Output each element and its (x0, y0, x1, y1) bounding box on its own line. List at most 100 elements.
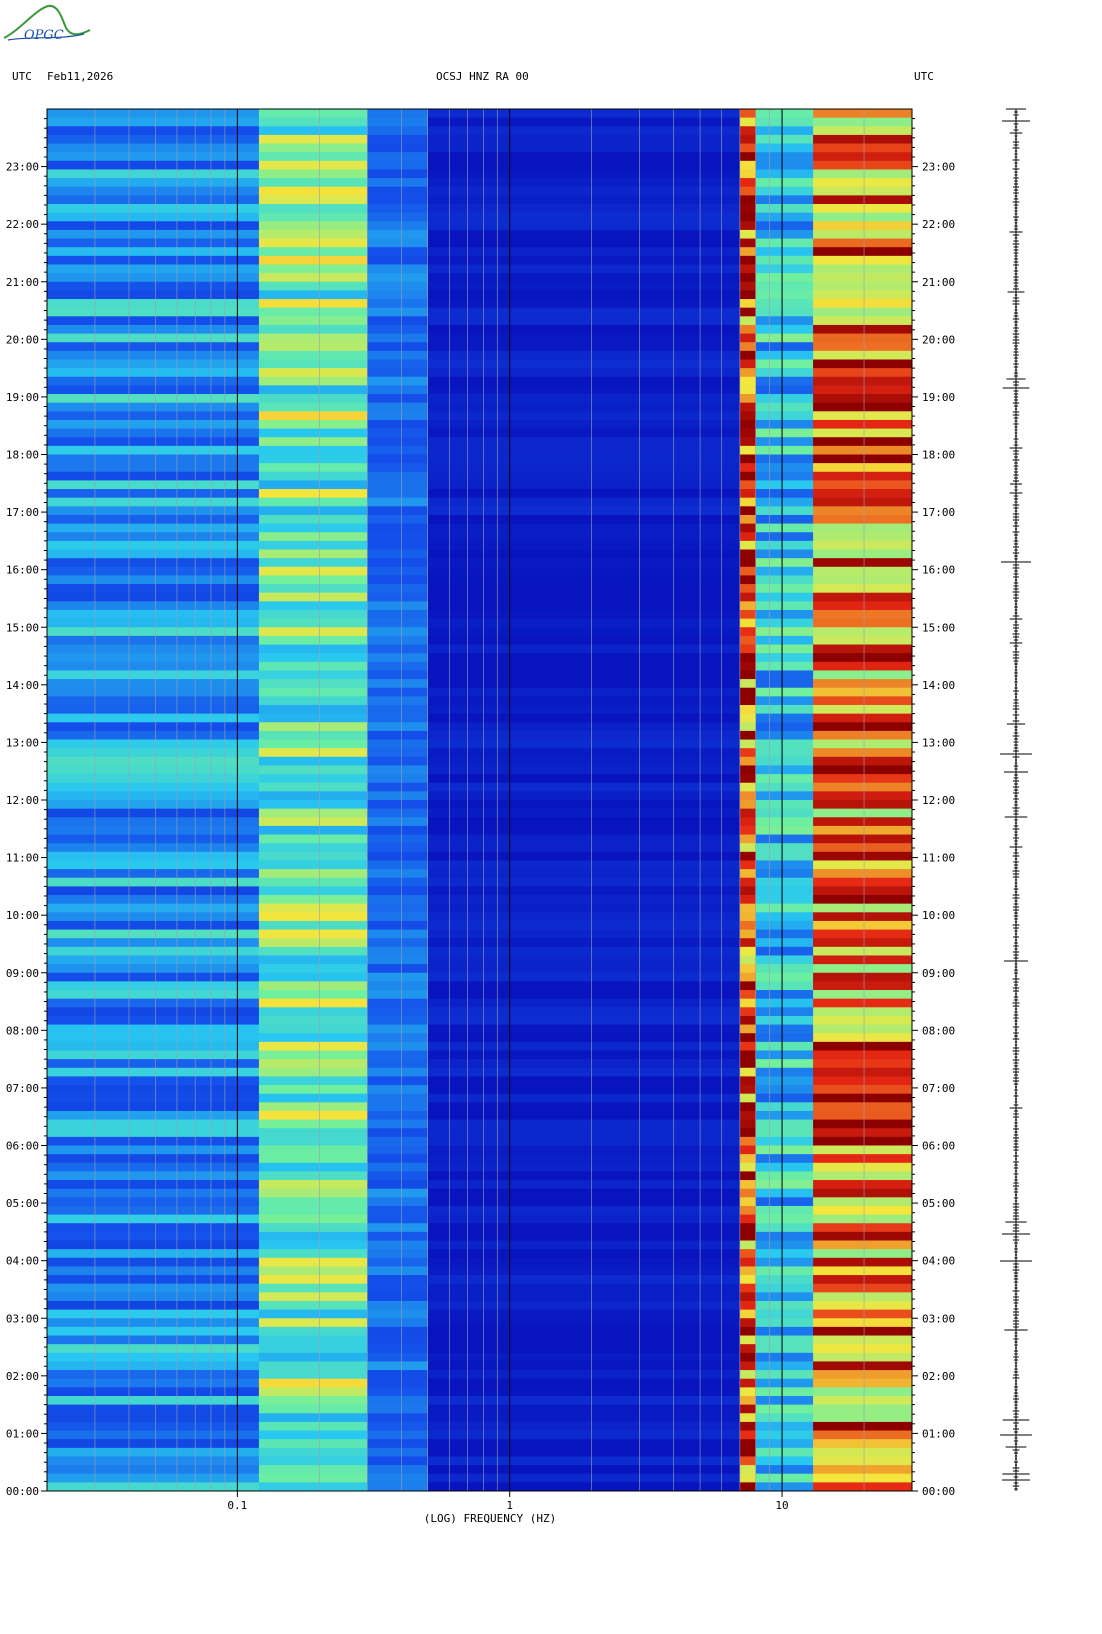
spectrogram-cell (739, 134, 757, 145)
spectrogram-cell (739, 998, 757, 1008)
spectrogram-cell (258, 1335, 368, 1345)
spectrogram-cell (739, 1266, 757, 1276)
spectrogram-cell (367, 428, 429, 438)
spectrogram-cell (258, 523, 368, 533)
spectrogram-cell (739, 307, 757, 317)
spectrogram-cell (367, 895, 429, 905)
spectrogram-cell (813, 1309, 912, 1319)
spectrogram-cell (258, 255, 368, 265)
spectrogram-cell (427, 774, 741, 784)
spectrogram-cell (258, 117, 368, 127)
spectrogram-cell (755, 800, 814, 810)
spectrogram-cell (813, 1223, 912, 1233)
spectrogram-cell (427, 558, 741, 568)
spectrogram-cell (739, 333, 757, 343)
spectrogram-cell (427, 566, 741, 576)
spectrogram-cell (367, 1145, 429, 1155)
spectrogram-cell (367, 126, 429, 136)
spectrogram-cell (258, 1007, 368, 1017)
spectrogram-cell (258, 1249, 368, 1259)
spectrogram-cell (813, 1465, 912, 1475)
spectrogram-cell (47, 895, 260, 905)
logo-swoosh (3, 4, 91, 39)
spectrogram-cell (258, 1128, 368, 1138)
spectrogram-cell (755, 1041, 814, 1051)
spectrogram-cell (427, 471, 741, 481)
spectrogram-cell (367, 212, 429, 222)
spectrogram-cell (755, 359, 814, 369)
spectrogram-cell (47, 1223, 260, 1233)
spectrogram-cell (258, 1482, 368, 1491)
spectrogram-cell (739, 1197, 757, 1207)
spectrogram-cell (427, 903, 741, 913)
spectrogram-cell (367, 566, 429, 576)
y-tick-label-left: 16:00 (6, 564, 39, 577)
spectrogram-cell (813, 575, 912, 585)
spectrogram-cell (755, 376, 814, 386)
spectrogram-cell (813, 627, 912, 637)
spectrogram-cell (755, 1188, 814, 1198)
spectrogram-cell (427, 273, 741, 283)
spectrogram-cell (367, 1240, 429, 1250)
spectrogram-cell (739, 990, 757, 1000)
spectrogram-cell (258, 143, 368, 153)
spectrogram-cell (258, 1162, 368, 1172)
spectrogram-cell (367, 437, 429, 447)
spectrogram-cell (258, 1015, 368, 1026)
spectrogram-cell (258, 704, 368, 715)
spectrogram-cell (755, 1197, 814, 1207)
spectrogram-cell (739, 1413, 757, 1423)
spectrogram-cell (755, 290, 814, 300)
spectrogram-cell (47, 618, 260, 628)
spectrogram-cell (755, 307, 814, 317)
spectrogram-cell (755, 1162, 814, 1172)
spectrogram-cell (427, 350, 741, 360)
spectrogram-cell (813, 774, 912, 784)
spectrogram-cell (367, 1154, 429, 1164)
spectrogram-cell (427, 1456, 741, 1466)
spectrogram-cell (755, 1214, 814, 1224)
spectrogram-cell (258, 800, 368, 810)
spectrogram-cell (813, 748, 912, 758)
spectrogram-cell (47, 126, 260, 136)
spectrogram-cell (739, 1335, 757, 1345)
spectrogram-cell (427, 834, 741, 844)
spectrogram-cell (813, 1456, 912, 1466)
spectrogram-cell (813, 661, 912, 671)
spectrogram-cell (739, 679, 757, 689)
spectrogram-cell (427, 1283, 741, 1293)
spectrogram-cell (258, 1439, 368, 1449)
spectrogram-band (367, 109, 429, 1491)
spectrogram-cell (755, 938, 814, 948)
spectrogram-cell (755, 920, 814, 931)
spectrogram-cell (813, 1041, 912, 1051)
spectrogram-cell (739, 1361, 757, 1371)
spectrogram-cell (427, 480, 741, 490)
spectrogram-cell (427, 1162, 741, 1172)
spectrogram-cell (47, 765, 260, 775)
spectrogram-cell (367, 540, 429, 551)
spectrogram-cell (739, 342, 757, 352)
spectrogram-cell (755, 419, 814, 430)
spectrogram-cell (739, 1188, 757, 1198)
spectrogram-cell (47, 264, 260, 274)
spectrogram-cell (47, 1413, 260, 1423)
spectrogram-cell (367, 1387, 429, 1397)
spectrogram-cell (367, 1421, 429, 1432)
spectrogram-cell (427, 1300, 741, 1311)
spectrogram-cell (739, 514, 757, 525)
spectrogram-cell (813, 1188, 912, 1198)
spectrogram-cell (258, 1110, 368, 1121)
spectrogram-cell (739, 1456, 757, 1466)
spectrogram-cell (739, 1050, 757, 1060)
spectrogram-cell (258, 903, 368, 913)
spectrogram-cell (739, 1378, 757, 1388)
spectrogram-cell (47, 1370, 260, 1380)
spectrogram-cell (258, 1085, 368, 1095)
spectrogram-cell (427, 134, 741, 145)
y-tick-label-right: 06:00 (922, 1140, 955, 1153)
spectrogram-cell (258, 860, 368, 870)
spectrogram-cell (367, 1119, 429, 1129)
spectrogram-cell (813, 756, 912, 766)
spectrogram-cell (755, 1283, 814, 1293)
